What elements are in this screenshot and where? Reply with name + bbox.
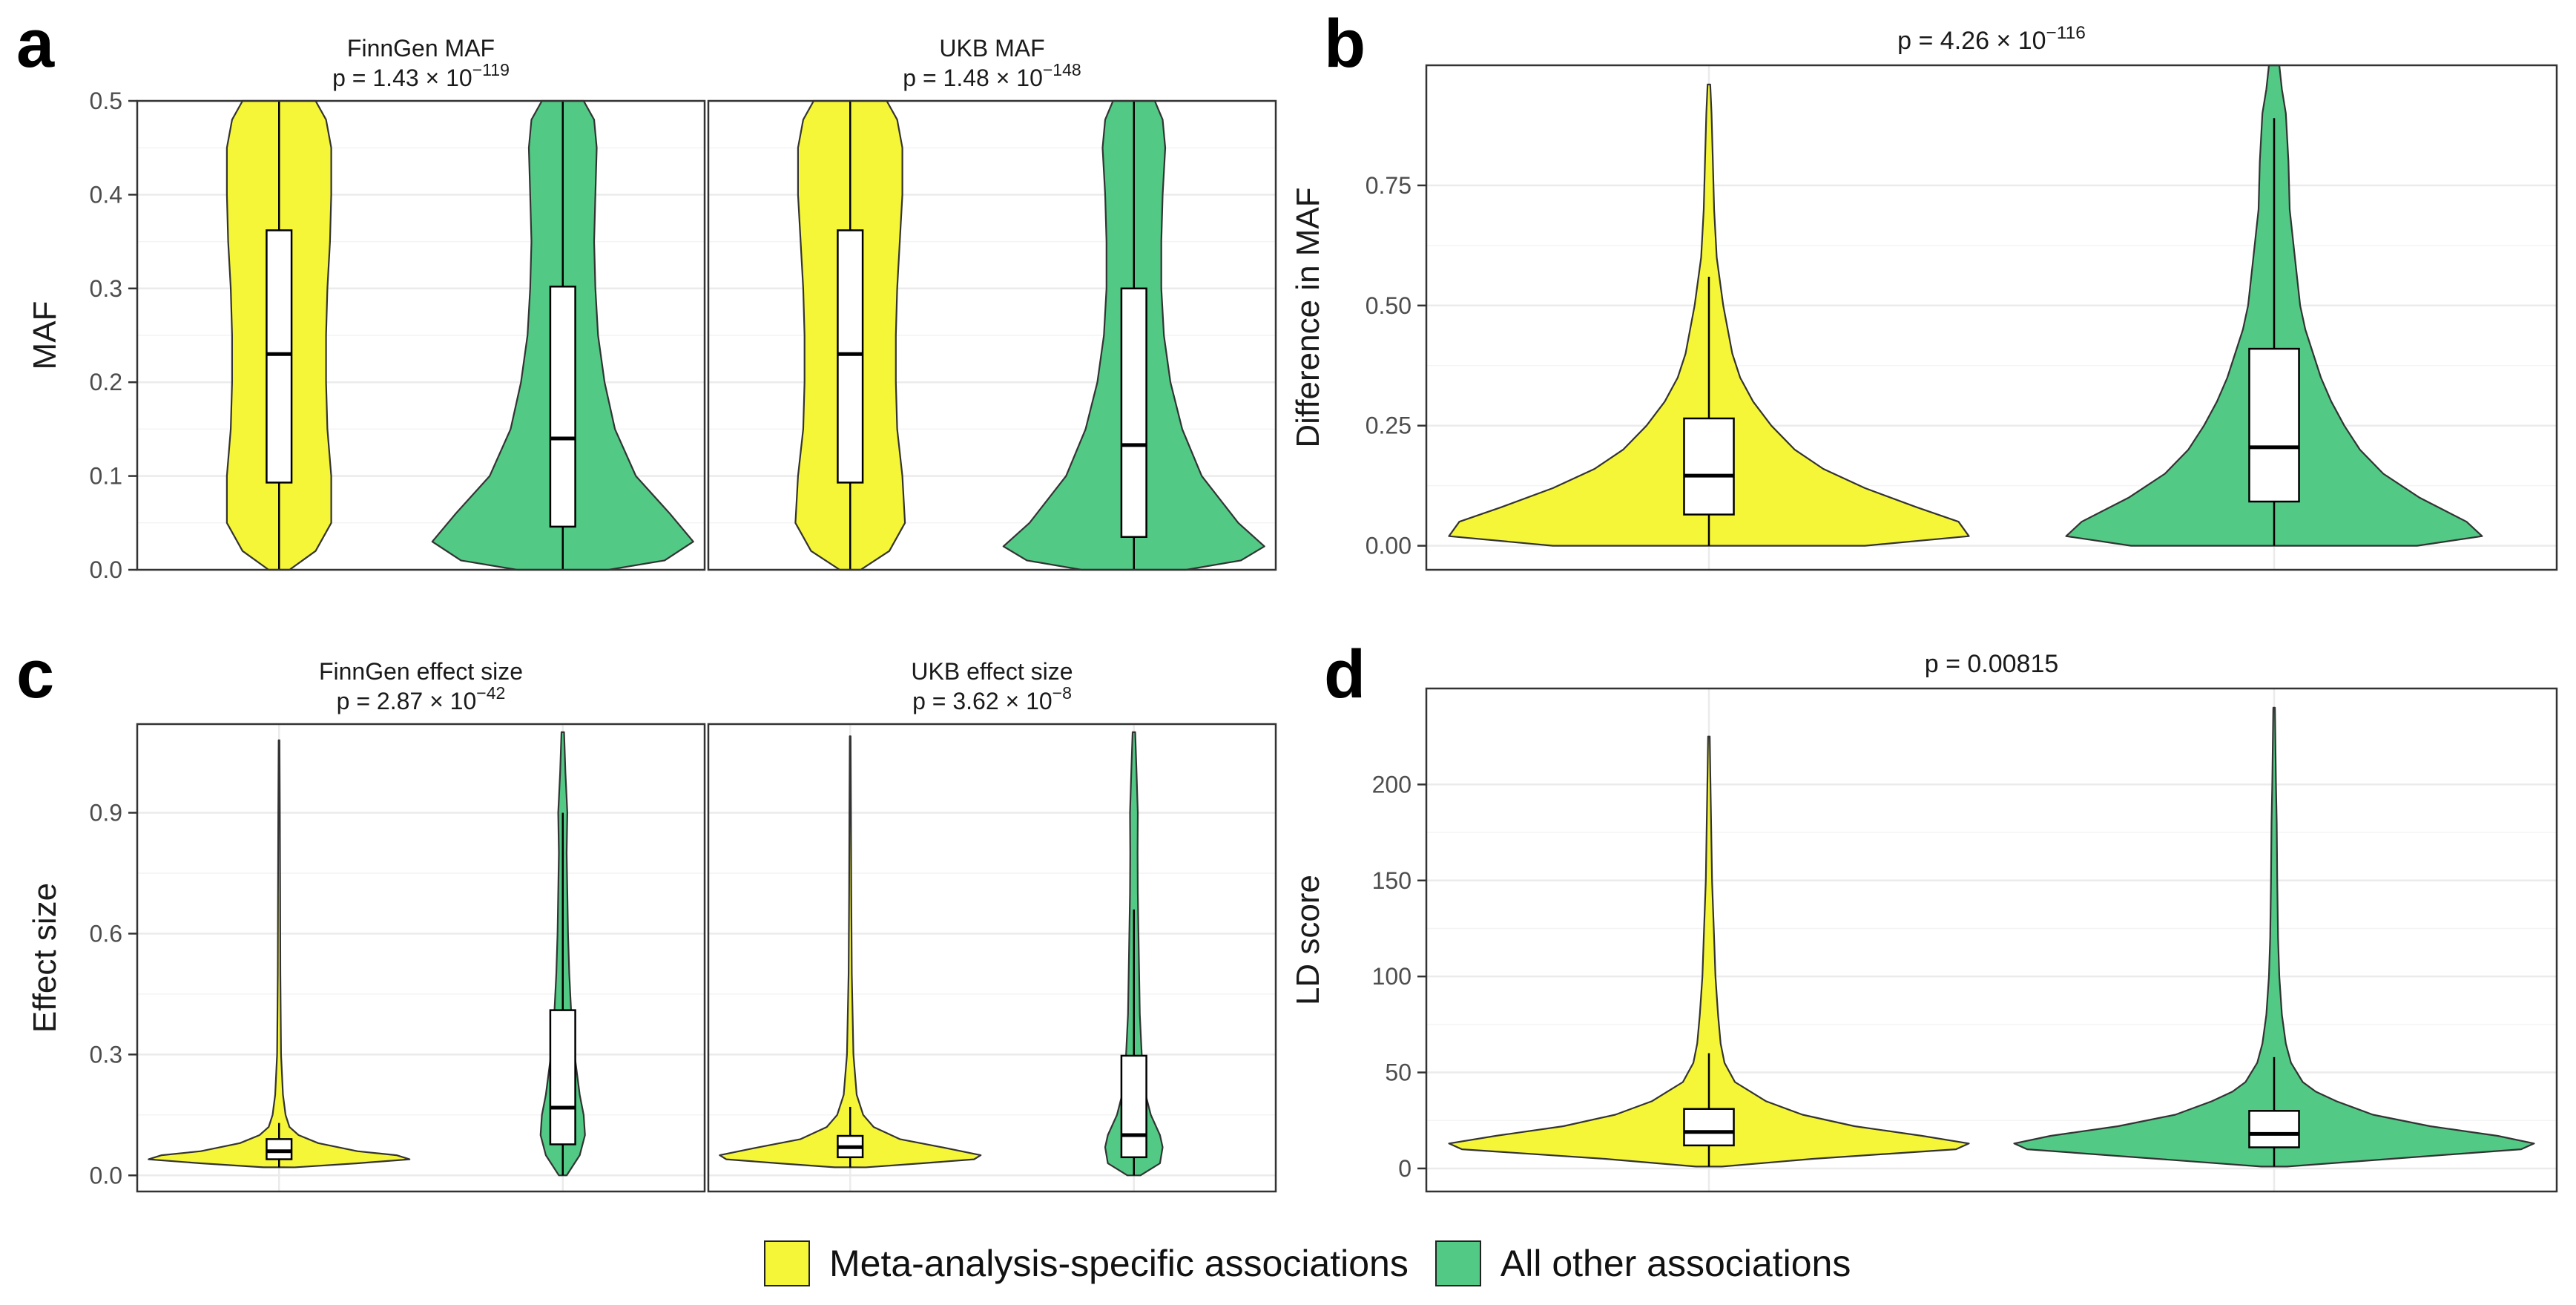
plot-frame xyxy=(1425,687,2558,1193)
facet-title: FinnGen MAF xyxy=(347,35,495,62)
y-axis-title: Effect size xyxy=(27,883,63,1033)
y-tick-label: 100 xyxy=(1372,963,1411,990)
box xyxy=(266,1138,293,1160)
y-tick-label: 0 xyxy=(1398,1155,1411,1182)
y-tick-label: 0.5 xyxy=(90,88,122,114)
y-axis-title: LD score xyxy=(1290,875,1326,1005)
panel-pvalue: p = 4.26 × 10−116 xyxy=(1897,23,2086,55)
facet-title: FinnGen effect size xyxy=(319,658,523,685)
y-tick-label: 0.3 xyxy=(90,275,122,302)
y-tick-label: 0.6 xyxy=(90,920,122,947)
y-tick-label: 200 xyxy=(1372,771,1411,798)
plot-area-c-1 xyxy=(708,724,1276,1191)
y-tick-label: 150 xyxy=(1372,867,1411,894)
box xyxy=(1683,417,1735,516)
y-tick-label: 0.4 xyxy=(90,181,122,208)
plot-frame xyxy=(136,723,706,1193)
legend-key-meta xyxy=(764,1240,810,1286)
plot-frame xyxy=(707,99,1277,571)
plot-area-c-0 xyxy=(137,724,705,1191)
legend-key-other xyxy=(1434,1240,1481,1286)
box xyxy=(1120,1054,1147,1159)
box xyxy=(1683,1108,1735,1147)
plot-frame xyxy=(707,723,1277,1193)
y-tick-label: 0.0 xyxy=(90,1162,122,1189)
y-tick-label: 0.2 xyxy=(90,369,122,395)
y-tick-label: 0.00 xyxy=(1366,533,1411,559)
box xyxy=(2248,1110,2300,1148)
facet-pvalue: p = 1.43 × 10−119 xyxy=(332,60,510,91)
legend: Meta-analysis-specific associations All … xyxy=(764,1237,1877,1289)
y-tick-label: 0.25 xyxy=(1366,412,1411,439)
y-axis-title: MAF xyxy=(27,301,63,370)
violin-other xyxy=(2013,706,2535,1168)
y-tick-label: 0.0 xyxy=(90,556,122,583)
y-axis-title: Difference in MAF xyxy=(1290,187,1326,447)
violin-meta xyxy=(1448,735,1970,1168)
y-tick-label: 0.75 xyxy=(1366,172,1411,199)
plot-frame xyxy=(1425,64,2558,571)
panel-label-b: b xyxy=(1324,6,1366,82)
y-tick-label: 0.1 xyxy=(90,463,122,490)
facet-title: UKB effect size xyxy=(911,658,1073,685)
y-tick-label: 0.3 xyxy=(90,1041,122,1068)
y-tick-label: 50 xyxy=(1385,1059,1411,1086)
box xyxy=(549,1009,576,1145)
panel-label-d: d xyxy=(1324,637,1366,712)
facet-title: UKB MAF xyxy=(939,35,1044,62)
y-tick-label: 0.9 xyxy=(90,799,122,826)
panel-label-c: c xyxy=(16,637,54,712)
facet-pvalue: p = 2.87 × 10−42 xyxy=(337,683,506,714)
legend-label-meta: Meta-analysis-specific associations xyxy=(829,1243,1409,1284)
violin-meta xyxy=(719,735,982,1168)
box xyxy=(549,286,576,528)
box xyxy=(1120,287,1147,539)
y-tick-label: 0.50 xyxy=(1366,292,1411,319)
facet-pvalue: p = 1.48 × 10−148 xyxy=(903,60,1081,91)
box xyxy=(2248,347,2300,503)
panel-label-a: a xyxy=(16,6,55,82)
facet-pvalue: p = 3.62 × 10−8 xyxy=(912,683,1072,714)
legend-label-other: All other associations xyxy=(1500,1243,1851,1284)
violin-meta xyxy=(148,739,411,1168)
box xyxy=(837,229,864,484)
box xyxy=(266,229,293,484)
panel-pvalue: p = 0.00815 xyxy=(1925,650,2059,678)
plot-frame xyxy=(136,99,706,571)
plot-area-d-0 xyxy=(1426,688,2557,1191)
